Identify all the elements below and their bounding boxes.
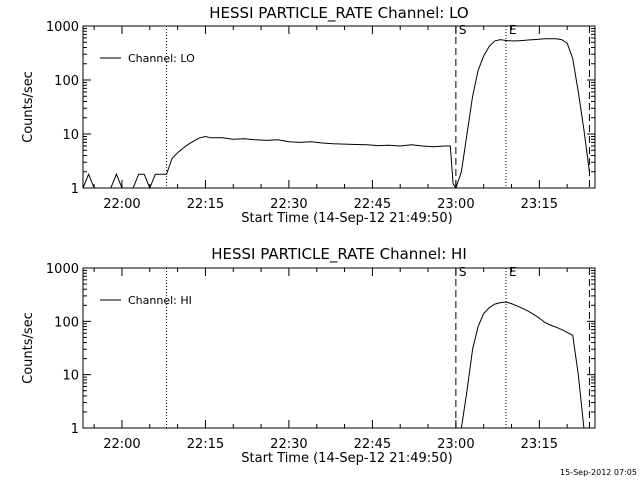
legend-label: Channel: LO <box>128 52 195 65</box>
x-axis-label: Start Time (14-Sep-12 21:49:50) <box>241 451 452 466</box>
x-tick-label: 22:00 <box>103 437 140 452</box>
series-line <box>460 301 585 429</box>
x-tick-label: 22:30 <box>270 437 307 452</box>
y-tick-label: 10 <box>62 128 79 143</box>
x-tick-label: 23:15 <box>521 197 558 212</box>
y-axis-label: Counts/sec <box>21 312 36 384</box>
plot-frame <box>82 267 596 429</box>
marker-label: S <box>459 265 467 279</box>
chart-title: HESSI PARTICLE_RATE Channel: HI <box>211 245 467 264</box>
timestamp: 15-Sep-2012 07:05 <box>560 468 637 477</box>
y-tick-label: 100 <box>54 74 79 89</box>
y-tick-label: 1 <box>71 182 79 197</box>
legend-label: Channel: HI <box>128 294 192 307</box>
y-tick-label: 10 <box>62 369 79 384</box>
x-tick-label: 22:45 <box>354 437 391 452</box>
x-tick-label: 22:15 <box>187 437 224 452</box>
x-tick-label: 23:00 <box>437 197 474 212</box>
plot-frame <box>82 25 596 189</box>
marker-label: E <box>509 23 517 37</box>
x-tick-label: 23:00 <box>437 437 474 452</box>
marker-label: S <box>459 23 467 37</box>
x-axis-label: Start Time (14-Sep-12 21:49:50) <box>241 211 452 226</box>
y-tick-label: 1 <box>71 422 79 437</box>
x-tick-label: 22:30 <box>270 197 307 212</box>
chart-title: HESSI PARTICLE_RATE Channel: LO <box>209 4 468 23</box>
x-tick-label: 22:15 <box>187 197 224 212</box>
y-tick-label: 100 <box>54 315 79 330</box>
marker-label: E <box>509 265 517 279</box>
x-tick-label: 22:45 <box>354 197 391 212</box>
panel-hi: HESSI PARTICLE_RATE Channel: HI 1 10 100 100… <box>21 245 596 466</box>
x-tick-label: 22:00 <box>103 197 140 212</box>
x-tick-label: 23:15 <box>521 437 558 452</box>
panel-lo: HESSI PARTICLE_RATE Channel: LO 1 10 100 100… <box>21 4 596 226</box>
series-line <box>82 38 590 190</box>
y-tick-label: 1000 <box>46 262 79 277</box>
y-axis-label: Counts/sec <box>21 71 36 143</box>
y-tick-label: 1000 <box>46 20 79 35</box>
